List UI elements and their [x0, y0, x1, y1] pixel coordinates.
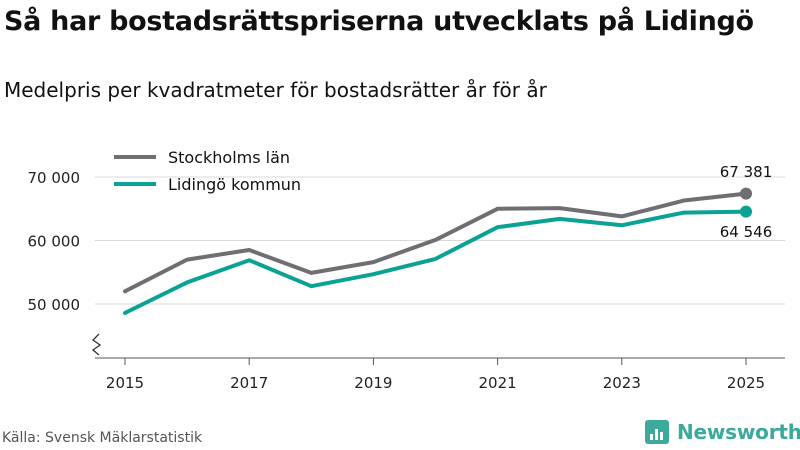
end-point-stockholm — [740, 187, 752, 200]
brand-name: Newsworthy — [677, 420, 800, 444]
series-line-lidingo — [123, 209, 748, 315]
end-point-lidingo — [740, 205, 752, 218]
source-note: Källa: Svensk Mäklarstatistik — [2, 430, 203, 446]
gridlines — [95, 176, 785, 305]
series-lines — [123, 187, 752, 315]
chart-subtitle: Medelpris per kvadratmeter för bostadsrä… — [4, 78, 547, 102]
series-line-stockholm — [123, 191, 748, 294]
y-tick-label-50000: 50 000 — [28, 296, 81, 314]
x-axis: 2015 2017 2019 2021 2023 2025 — [91, 333, 785, 392]
legend-label-stockholm: Stockholms län — [168, 148, 290, 167]
end-labels: 67 381 64 546 — [720, 163, 773, 241]
x-tick-label-2015: 2015 — [106, 374, 144, 392]
newsworthy-logo-icon — [645, 420, 669, 444]
x-tick-label-2021: 2021 — [479, 374, 517, 392]
brand-logo: Newsworthy — [645, 420, 800, 444]
end-label-stockholm: 67 381 — [720, 163, 773, 181]
end-label-lidingo: 64 546 — [720, 223, 773, 241]
x-tick-label-2019: 2019 — [354, 374, 392, 392]
axis-break-icon — [91, 333, 102, 356]
x-tick-label-2023: 2023 — [603, 374, 641, 392]
y-tick-label-70000: 70 000 — [28, 169, 81, 187]
y-axis-ticks: 50 000 60 000 70 000 — [28, 169, 81, 314]
legend: Stockholms län Lidingö kommun — [114, 148, 301, 194]
chart-title: Så har bostadsrättspriserna utvecklats p… — [4, 6, 754, 37]
y-tick-label-60000: 60 000 — [28, 233, 81, 251]
x-tick-label-2017: 2017 — [230, 374, 268, 392]
x-tick-label-2025: 2025 — [727, 374, 765, 392]
legend-label-lidingo: Lidingö kommun — [168, 175, 301, 194]
